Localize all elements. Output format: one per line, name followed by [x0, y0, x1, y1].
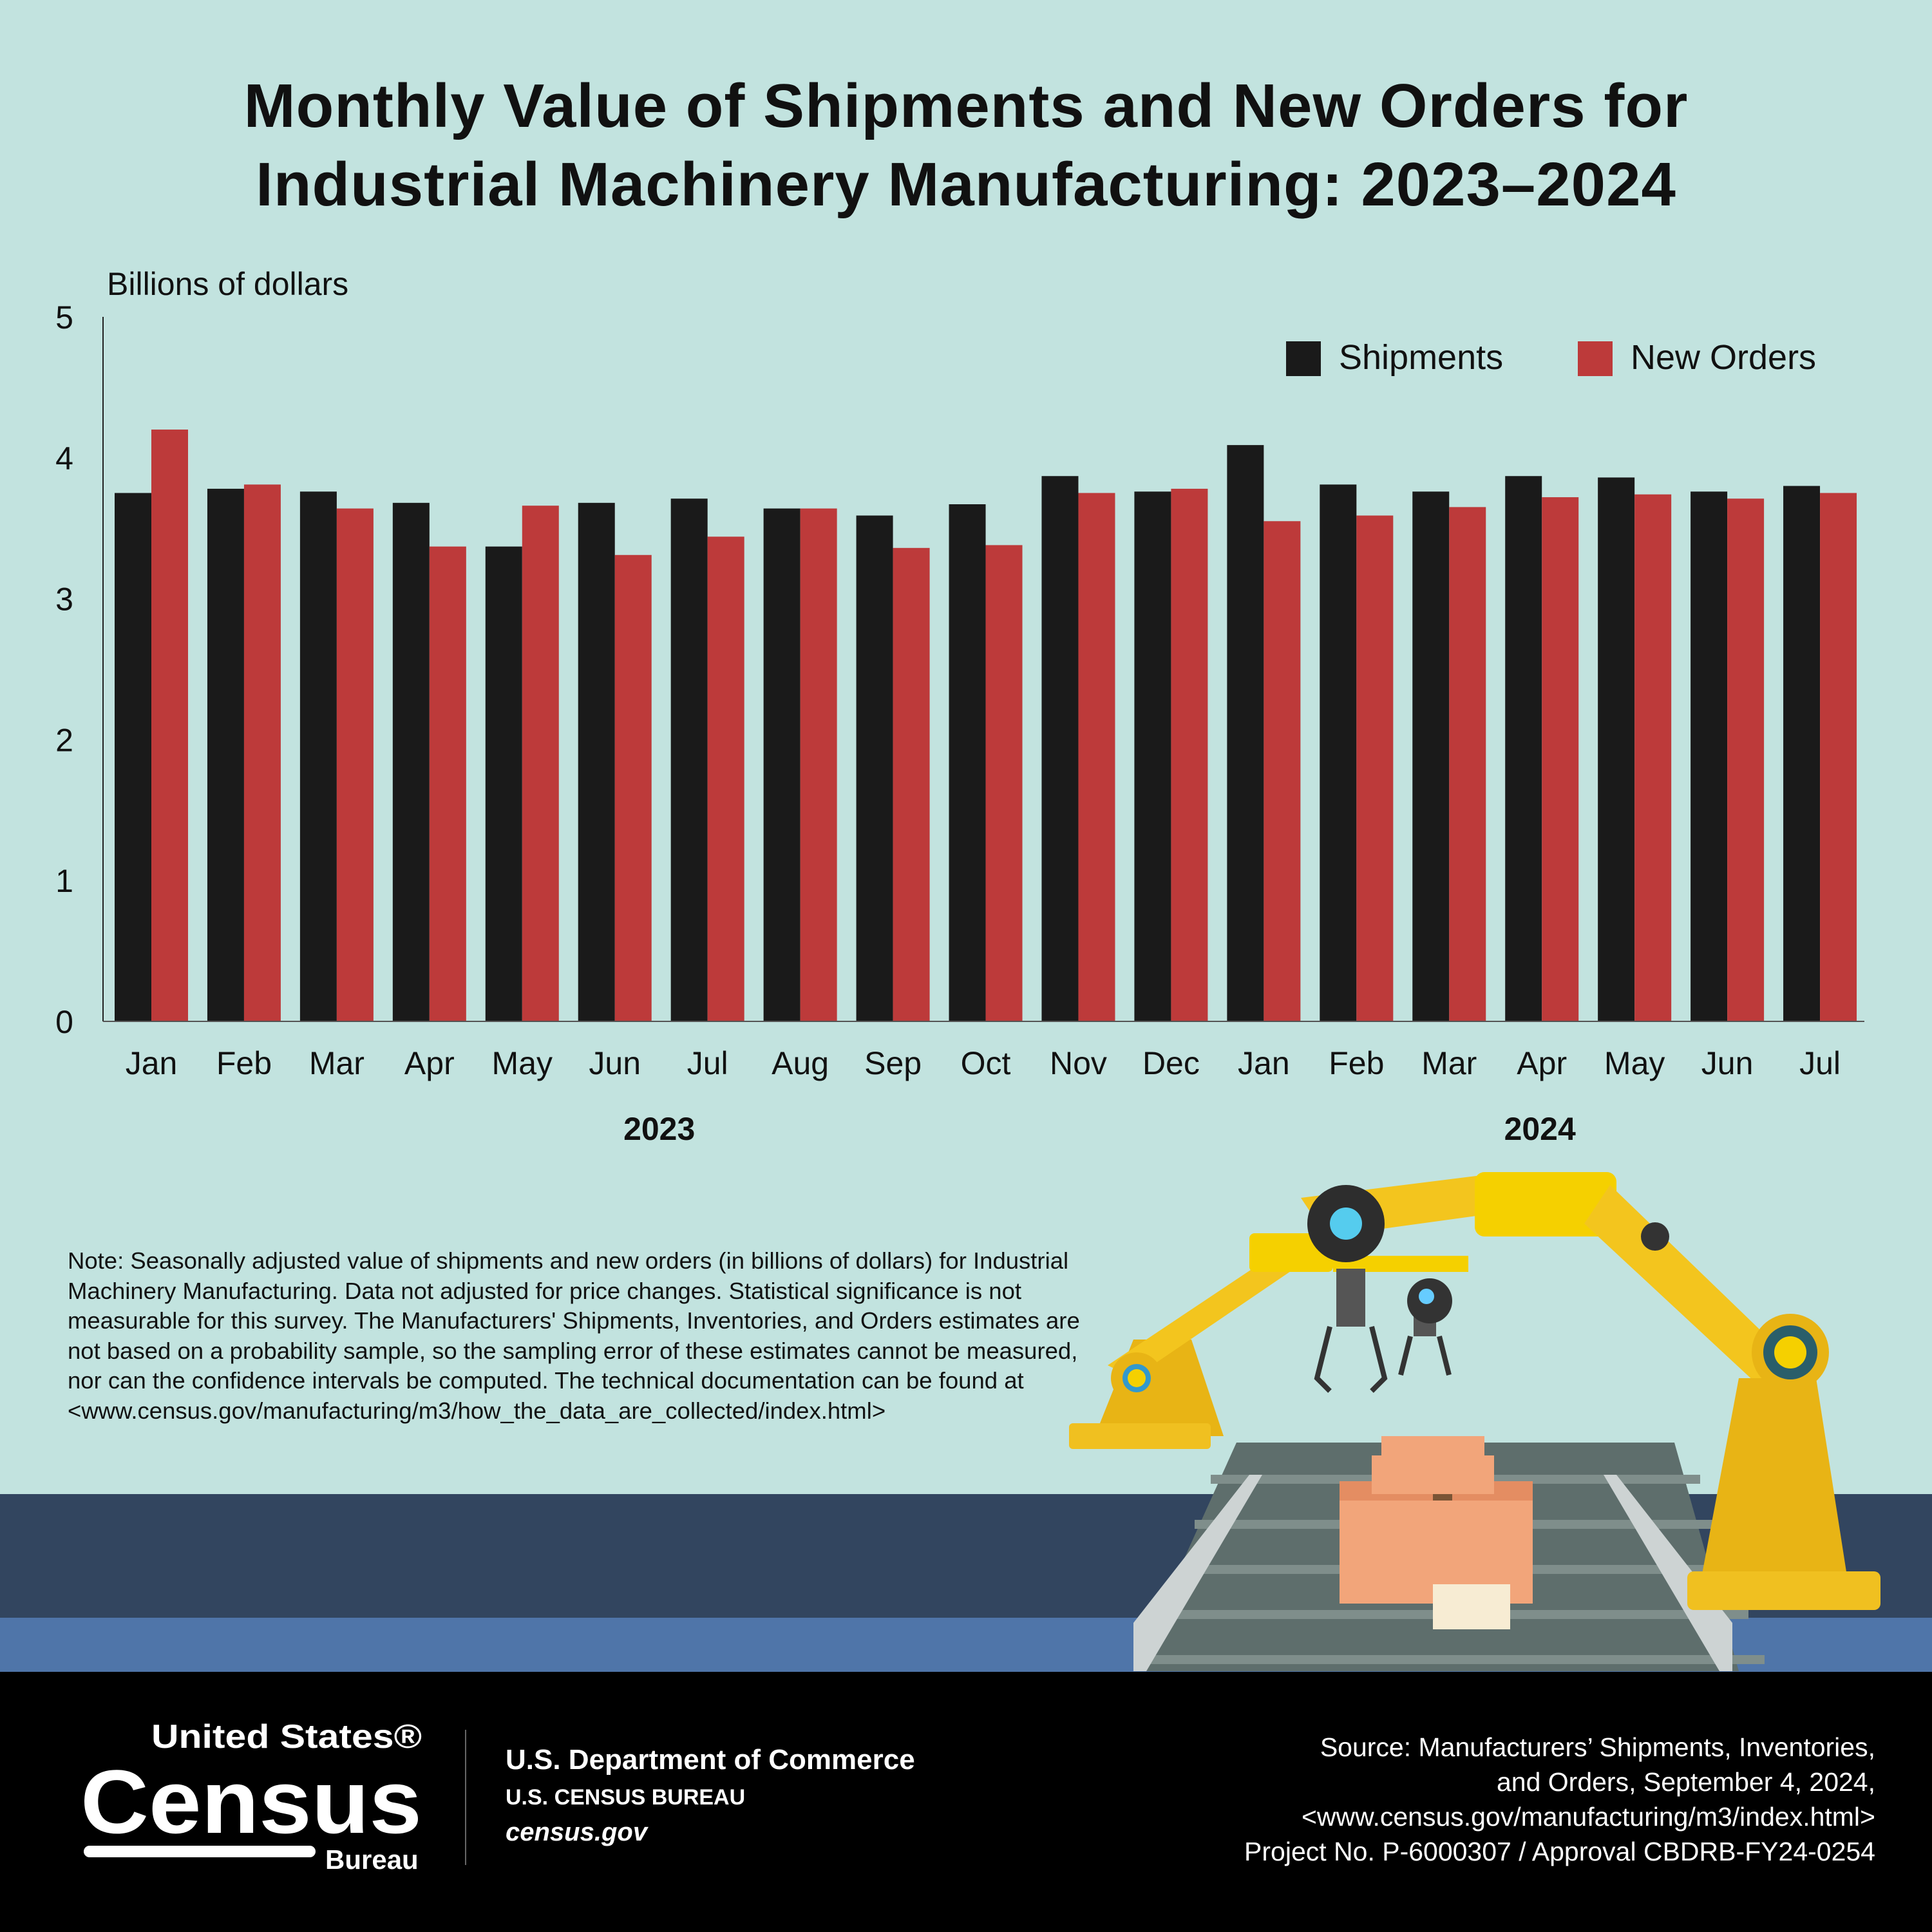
- new-orders-bar: [893, 547, 930, 1021]
- y-tick-label: 4: [55, 440, 73, 477]
- new-orders-bar: [429, 546, 466, 1021]
- title-line-1: Monthly Value of Shipments and New Order…: [243, 71, 1689, 140]
- census-bureau-logo[interactable]: United States® Census Bureau: [80, 1717, 441, 1875]
- shipments-bar: [1227, 445, 1264, 1021]
- x-tick-label: Feb: [1329, 1045, 1384, 1081]
- y-axis-label: Billions of dollars: [107, 266, 348, 302]
- website-link[interactable]: census.gov: [506, 1818, 648, 1846]
- shipments-bar: [1320, 484, 1357, 1021]
- x-tick-label: Mar: [309, 1045, 365, 1081]
- shipments-bar: [392, 502, 430, 1021]
- new-orders-bar: [1171, 488, 1208, 1021]
- shipments-bar: [1041, 476, 1079, 1021]
- shipments-bar: [856, 515, 893, 1021]
- x-tick-label: Nov: [1050, 1045, 1107, 1081]
- shipments-bar: [207, 488, 244, 1021]
- new-orders-bar: [243, 484, 281, 1021]
- legend-swatch: [1286, 341, 1321, 376]
- department-name: U.S. Department of Commerce: [506, 1744, 915, 1776]
- x-tick-label: Jul: [1799, 1045, 1841, 1081]
- source-line: <www.census.gov/manufacturing/m3/index.h…: [1301, 1802, 1875, 1832]
- svg-text:United States®: United States®: [151, 1718, 422, 1756]
- x-tick-label: May: [1604, 1045, 1665, 1081]
- shipments-bar: [1690, 491, 1728, 1021]
- shipments-bar: [485, 546, 522, 1021]
- new-orders-bar: [985, 545, 1023, 1021]
- new-orders-bar: [1634, 494, 1672, 1021]
- bureau-name: U.S. CENSUS BUREAU: [506, 1785, 746, 1810]
- new-orders-bar: [1078, 493, 1115, 1021]
- bar-chart: Billions of dollars 0 1 2 3 4 5 Jan Feb Mar Apr May…: [55, 266, 1864, 1147]
- shipments-bar: [1783, 486, 1821, 1021]
- new-orders-bar: [707, 536, 744, 1021]
- new-orders-bar: [336, 508, 374, 1021]
- year-label: 2023: [623, 1111, 695, 1147]
- x-tick-label: Apr: [404, 1045, 455, 1081]
- new-orders-bar: [1542, 497, 1579, 1021]
- new-orders-bar: [1356, 515, 1394, 1021]
- shipments-bar: [578, 502, 615, 1021]
- x-tick-label: Jun: [589, 1045, 641, 1081]
- robot-arm-illustration: [1069, 1172, 1880, 1671]
- new-orders-bar: [1727, 498, 1765, 1021]
- x-tick-label: Jan: [1238, 1045, 1290, 1081]
- new-orders-bar: [151, 430, 188, 1021]
- y-tick-label: 2: [55, 722, 73, 758]
- x-tick-label: Jul: [687, 1045, 728, 1081]
- svg-text:Census: Census: [80, 1751, 422, 1852]
- y-tick-label: 0: [55, 1004, 73, 1040]
- legend-label: New Orders: [1631, 338, 1816, 377]
- x-tick-label: Dec: [1142, 1045, 1200, 1081]
- shipments-bar: [299, 491, 337, 1021]
- department-block: U.S. Department of Commerce U.S. CENSUS …: [506, 1743, 915, 1848]
- new-orders-bar: [522, 506, 559, 1021]
- source-line: Source: Manufacturers’ Shipments, Invent…: [1320, 1732, 1875, 1762]
- x-tick-label: Oct: [961, 1045, 1011, 1081]
- divider: [465, 1730, 466, 1865]
- source-line: Project No. P-6000307 / Approval CBDRB-F…: [1244, 1837, 1875, 1866]
- shipments-bar: [670, 498, 708, 1021]
- legend-swatch: [1578, 341, 1613, 376]
- title-line-2: Industrial Machinery Manufacturing: 2023…: [256, 150, 1676, 219]
- shipments-bar: [115, 493, 151, 1021]
- svg-text:Bureau: Bureau: [325, 1844, 419, 1875]
- footer: United States® Census Bureau U.S. Depart…: [0, 1672, 1932, 1932]
- x-tick-label: Feb: [216, 1045, 272, 1081]
- source-block: Source: Manufacturers’ Shipments, Invent…: [1244, 1730, 1875, 1869]
- x-tick-label: Aug: [772, 1045, 829, 1081]
- x-tick-label: May: [492, 1045, 553, 1081]
- y-tick-label: 5: [55, 299, 73, 336]
- new-orders-bar: [800, 508, 837, 1021]
- x-tick-label: Apr: [1517, 1045, 1567, 1081]
- shipments-bar: [1598, 477, 1635, 1021]
- shipments-bar: [1134, 491, 1171, 1021]
- new-orders-bar: [1820, 493, 1857, 1021]
- new-orders-bar: [1449, 507, 1486, 1021]
- new-orders-bar: [614, 554, 652, 1021]
- x-tick-label: Jun: [1701, 1045, 1754, 1081]
- shipments-bar: [763, 508, 800, 1021]
- shipments-bar: [1412, 491, 1450, 1021]
- legend-label: Shipments: [1339, 338, 1503, 377]
- source-line: and Orders, September 4, 2024,: [1496, 1767, 1875, 1797]
- new-orders-bar: [1264, 521, 1301, 1021]
- chart-note: Note: Seasonally adjusted value of shipm…: [68, 1247, 1080, 1424]
- y-tick-label: 1: [55, 863, 73, 899]
- shipments-bar: [949, 504, 986, 1021]
- x-tick-label: Sep: [864, 1045, 922, 1081]
- shipments-bar: [1505, 476, 1542, 1021]
- y-tick-label: 3: [55, 582, 73, 618]
- x-tick-label: Jan: [126, 1045, 178, 1081]
- year-label: 2024: [1504, 1111, 1576, 1147]
- x-tick-label: Mar: [1421, 1045, 1477, 1081]
